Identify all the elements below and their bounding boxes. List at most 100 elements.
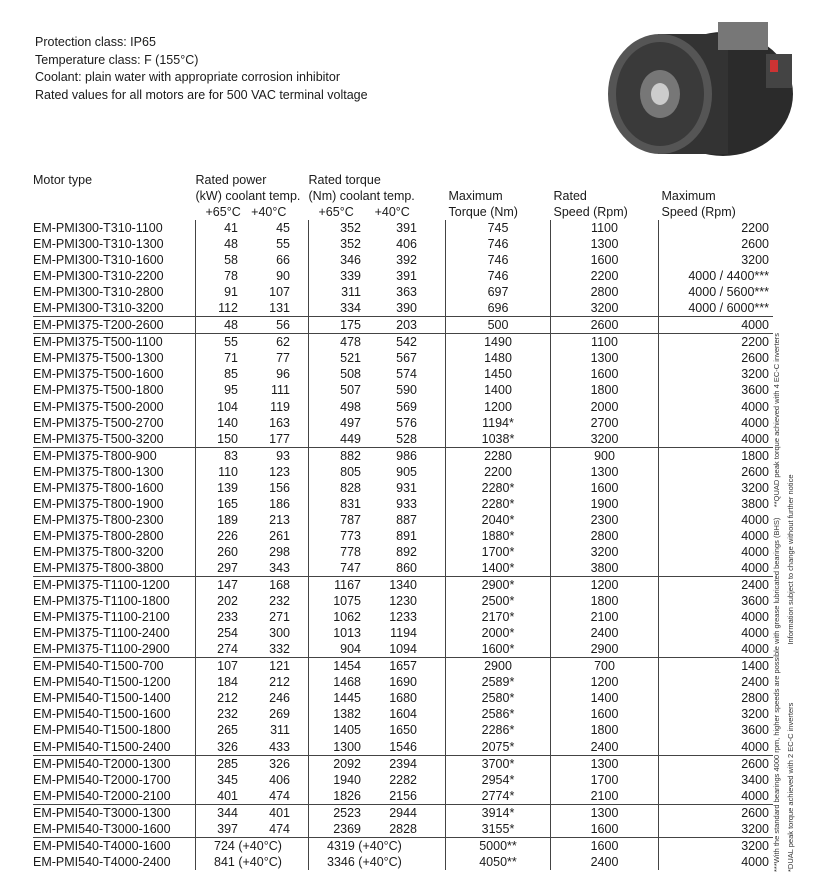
cell-max-speed: 2800 (658, 690, 773, 707)
cell-power-65: 78 (195, 268, 238, 285)
cell-motor-type: EM-PMI375-T1100-2400 (33, 626, 170, 641)
cell-motor-type: EM-PMI540-T1500-700 (33, 657, 196, 675)
cell-rated-speed: 2700 (550, 414, 659, 431)
cell-max-torque: 2286* (445, 722, 551, 739)
table-row: EM-PMI375-T1100-2100 233 271 1062 1233 2170* 2… (33, 609, 773, 626)
cell-max-speed: 4000 (658, 430, 773, 448)
cell-power-40: 56 (238, 316, 309, 334)
cell-torque-65: 828 (308, 479, 361, 496)
cell-power-40: 433 (269, 739, 290, 754)
cell-rated-speed: 900 (550, 446, 659, 464)
cell-power-40: 246 (269, 691, 290, 706)
table-row: EM-PMI300-T310-1300 48 55 352 406 746 1300 2600 (33, 236, 773, 253)
cell-motor-type: EM-PMI375-T800-900 (33, 446, 196, 464)
cell-torque-65: 1468 (308, 674, 361, 691)
cell-torque-40: 1230 (389, 594, 417, 609)
table-row: EM-PMI375-T500-2700 140 163 497 576 1194* 2700… (33, 414, 773, 431)
cell-motor-type: EM-PMI300-T310-1600 (33, 253, 164, 268)
cell-torque-40: 4319 (+40°C) (308, 836, 446, 854)
cell-torque-40: 391 (396, 221, 417, 236)
cell-max-torque: 2280* (445, 495, 551, 512)
cell-max-torque: 2170* (445, 609, 551, 626)
cell-motor-type: EM-PMI540-T1500-1200 (33, 675, 171, 690)
cell-max-speed: 4000 (658, 559, 773, 577)
rated-values-note: Rated values for all motors are for 500 … (35, 87, 368, 102)
cell-power-65: 297 (195, 559, 238, 577)
cell-power-65: 232 (195, 706, 238, 723)
temperature-class: Temperature class: F (155°C) (35, 52, 199, 67)
cell-power-65: 41 (195, 220, 238, 237)
cell-max-speed: 4000 (658, 853, 773, 870)
cell-max-speed: 2400 (658, 674, 773, 691)
cell-rated-speed: 3200 (550, 300, 659, 317)
cell-torque-65: 311 (308, 284, 361, 301)
cell-power-65: 326 (195, 738, 238, 756)
cell-torque-40: 2394 (361, 754, 446, 772)
cell-motor-type: EM-PMI375-T500-1100 (33, 333, 196, 351)
cell-torque-65: 478 (308, 333, 361, 351)
cell-motor-type: EM-PMI375-T800-2300 (33, 512, 164, 527)
cell-max-torque: 3700* (445, 754, 551, 772)
cell-torque-40: 1690 (389, 675, 417, 690)
cell-rated-speed: 2400 (550, 853, 659, 870)
cell-motor-type: EM-PMI300-T310-1300 (33, 237, 164, 252)
cell-motor-type: EM-PMI375-T800-1600 (33, 480, 164, 495)
cell-max-speed: 3200 (658, 836, 773, 854)
header-rated-torque: Rated torque (Nm) coolant temp. +65°C +40… (308, 173, 415, 219)
cell-power-40: 474 (269, 821, 290, 836)
cell-motor-type: EM-PMI540-T1500-1400 (33, 691, 171, 706)
cell-torque-65: 334 (308, 300, 361, 317)
cell-max-speed: 4000 (658, 738, 773, 756)
cell-max-torque: 500 (445, 316, 551, 334)
cell-rated-speed: 1800 (550, 382, 659, 399)
cell-max-speed: 3800 (658, 495, 773, 512)
table-row: EM-PMI375-T500-1100 55 62 478 542 1490 1100 220… (33, 333, 773, 351)
table-row: EM-PMI375-T1100-2400 254 300 1013 1194 2000* 2… (33, 625, 773, 642)
table-row: EM-PMI540-T2000-1300 285 326 2092 2394 3700* 1… (33, 754, 773, 772)
cell-max-torque: 2500* (445, 593, 551, 610)
cell-torque-65: 1826 (308, 787, 361, 805)
cell-max-torque: 2586* (445, 706, 551, 723)
cell-rated-speed: 2300 (550, 511, 659, 528)
cell-motor-type: EM-PMI540-T3000-1300 (33, 803, 196, 821)
cell-power-65: 71 (195, 350, 238, 367)
cell-rated-speed: 1100 (550, 220, 659, 237)
cell-power-40: 119 (270, 399, 290, 414)
cell-max-torque: 1194* (445, 414, 551, 431)
cell-max-speed: 4000 (658, 641, 773, 658)
motor-image (608, 22, 793, 156)
cell-power-65: 95 (195, 382, 238, 399)
cell-power-40: 343 (269, 561, 290, 575)
cell-torque-65: 352 (308, 236, 361, 253)
cell-torque-40: 892 (396, 544, 417, 559)
cell-torque-65: 449 (308, 430, 361, 448)
cell-max-speed: 3600 (658, 722, 773, 739)
cell-torque-65: 521 (308, 350, 361, 367)
cell-motor-type: EM-PMI540-T4000-1600 (33, 836, 196, 854)
cell-max-torque: 1880* (445, 527, 551, 544)
cell-rated-speed: 2000 (550, 398, 659, 415)
table-row: EM-PMI300-T310-1600 58 66 346 392 746 1600 3200 (33, 252, 773, 269)
table-row: EM-PMI300-T310-1100 41 45 352 391 745 1100 2200 (33, 220, 773, 237)
cell-max-speed: 2600 (658, 350, 773, 367)
cell-max-torque: 746 (445, 236, 551, 253)
cell-power-65: 48 (195, 316, 238, 334)
cell-max-speed: 3200 (658, 366, 773, 383)
cell-torque-65: 1405 (308, 722, 361, 739)
cell-max-torque: 1038* (445, 430, 551, 448)
cell-rated-speed: 3800 (550, 559, 659, 577)
cell-power-65: 184 (195, 674, 238, 691)
cell-torque-40: 576 (396, 415, 417, 430)
cell-motor-type: EM-PMI300-T310-2200 (33, 269, 164, 284)
cell-max-speed: 4000 (658, 527, 773, 544)
cell-max-torque: 2900* (445, 576, 551, 594)
footnote-line-2: *DUAL peak torque achieved with 2 EC-C i… (786, 474, 795, 873)
table-row: EM-PMI540-T1500-1200 184 212 1468 1690 2589* 1… (33, 674, 773, 691)
table-row: EM-PMI300-T310-3200 112 131 334 390 696 3200 40… (33, 300, 773, 317)
intro-specs: Protection class: IP65 Temperature class… (35, 34, 368, 104)
cell-power-65: 48 (195, 236, 238, 253)
table-row: EM-PMI375-T1100-1200 147 168 1167 1340 2900* 1… (33, 576, 773, 594)
cell-torque-65: 507 (308, 382, 361, 399)
cell-max-speed: 4000 (658, 609, 773, 626)
table-row: EM-PMI375-T800-2300 189 213 787 887 2040* 2300… (33, 511, 773, 528)
